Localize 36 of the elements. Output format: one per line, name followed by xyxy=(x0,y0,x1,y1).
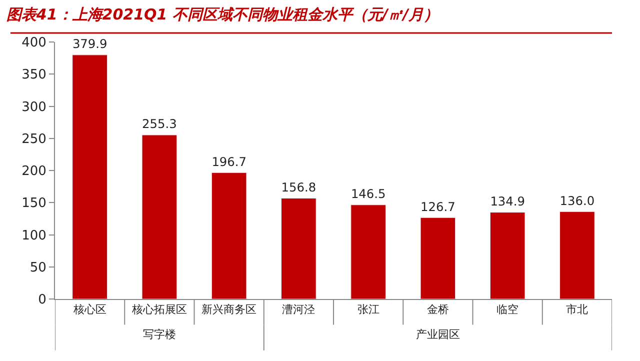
bar xyxy=(281,198,316,299)
bar xyxy=(350,204,386,299)
bar xyxy=(142,134,178,299)
y-tick-label: 250 xyxy=(22,132,46,147)
x-tick-label: 核心区 xyxy=(72,303,106,316)
bar xyxy=(211,172,247,299)
data-label: 134.9 xyxy=(490,194,525,209)
text: 写字楼 xyxy=(143,328,176,341)
data-label: 156.8 xyxy=(281,180,316,195)
chart-title: 图表41：上海2021Q1 不同区域不同物业租金水平（元/㎡/月） xyxy=(6,6,438,24)
x-tick-label: 张江 xyxy=(357,303,380,316)
data-label: 196.7 xyxy=(212,154,246,169)
x-tick-label: 市北 xyxy=(566,303,588,316)
y-tick-label: 350 xyxy=(22,68,46,83)
data-label: 126.7 xyxy=(420,200,456,214)
y-tick-label: 400 xyxy=(22,36,46,51)
y-tick-label: 50 xyxy=(30,260,46,276)
x-tick-label: 临空 xyxy=(496,303,519,316)
x-tick-label: 新兴商务区 xyxy=(202,303,257,316)
x-tick-label: 漕河泾 xyxy=(282,303,316,316)
y-tick-label: 0 xyxy=(38,292,46,308)
data-label: 379.9 xyxy=(72,37,108,52)
data-label: 255.3 xyxy=(142,117,177,132)
bar xyxy=(420,217,456,299)
text: 产业园区 xyxy=(416,328,460,341)
data-label: 136.0 xyxy=(560,194,595,208)
bar xyxy=(560,211,595,299)
x-tick-label: 金桥 xyxy=(426,303,449,316)
y-tick-label: 300 xyxy=(22,100,46,115)
data-label: 146.5 xyxy=(350,187,386,202)
y-tick-label: 200 xyxy=(22,164,46,180)
bar xyxy=(72,54,108,299)
x-tick-label: 核心拓展区 xyxy=(130,303,187,316)
y-tick-label: 100 xyxy=(22,228,46,244)
bar xyxy=(490,212,526,299)
y-tick-label: 150 xyxy=(22,196,46,212)
